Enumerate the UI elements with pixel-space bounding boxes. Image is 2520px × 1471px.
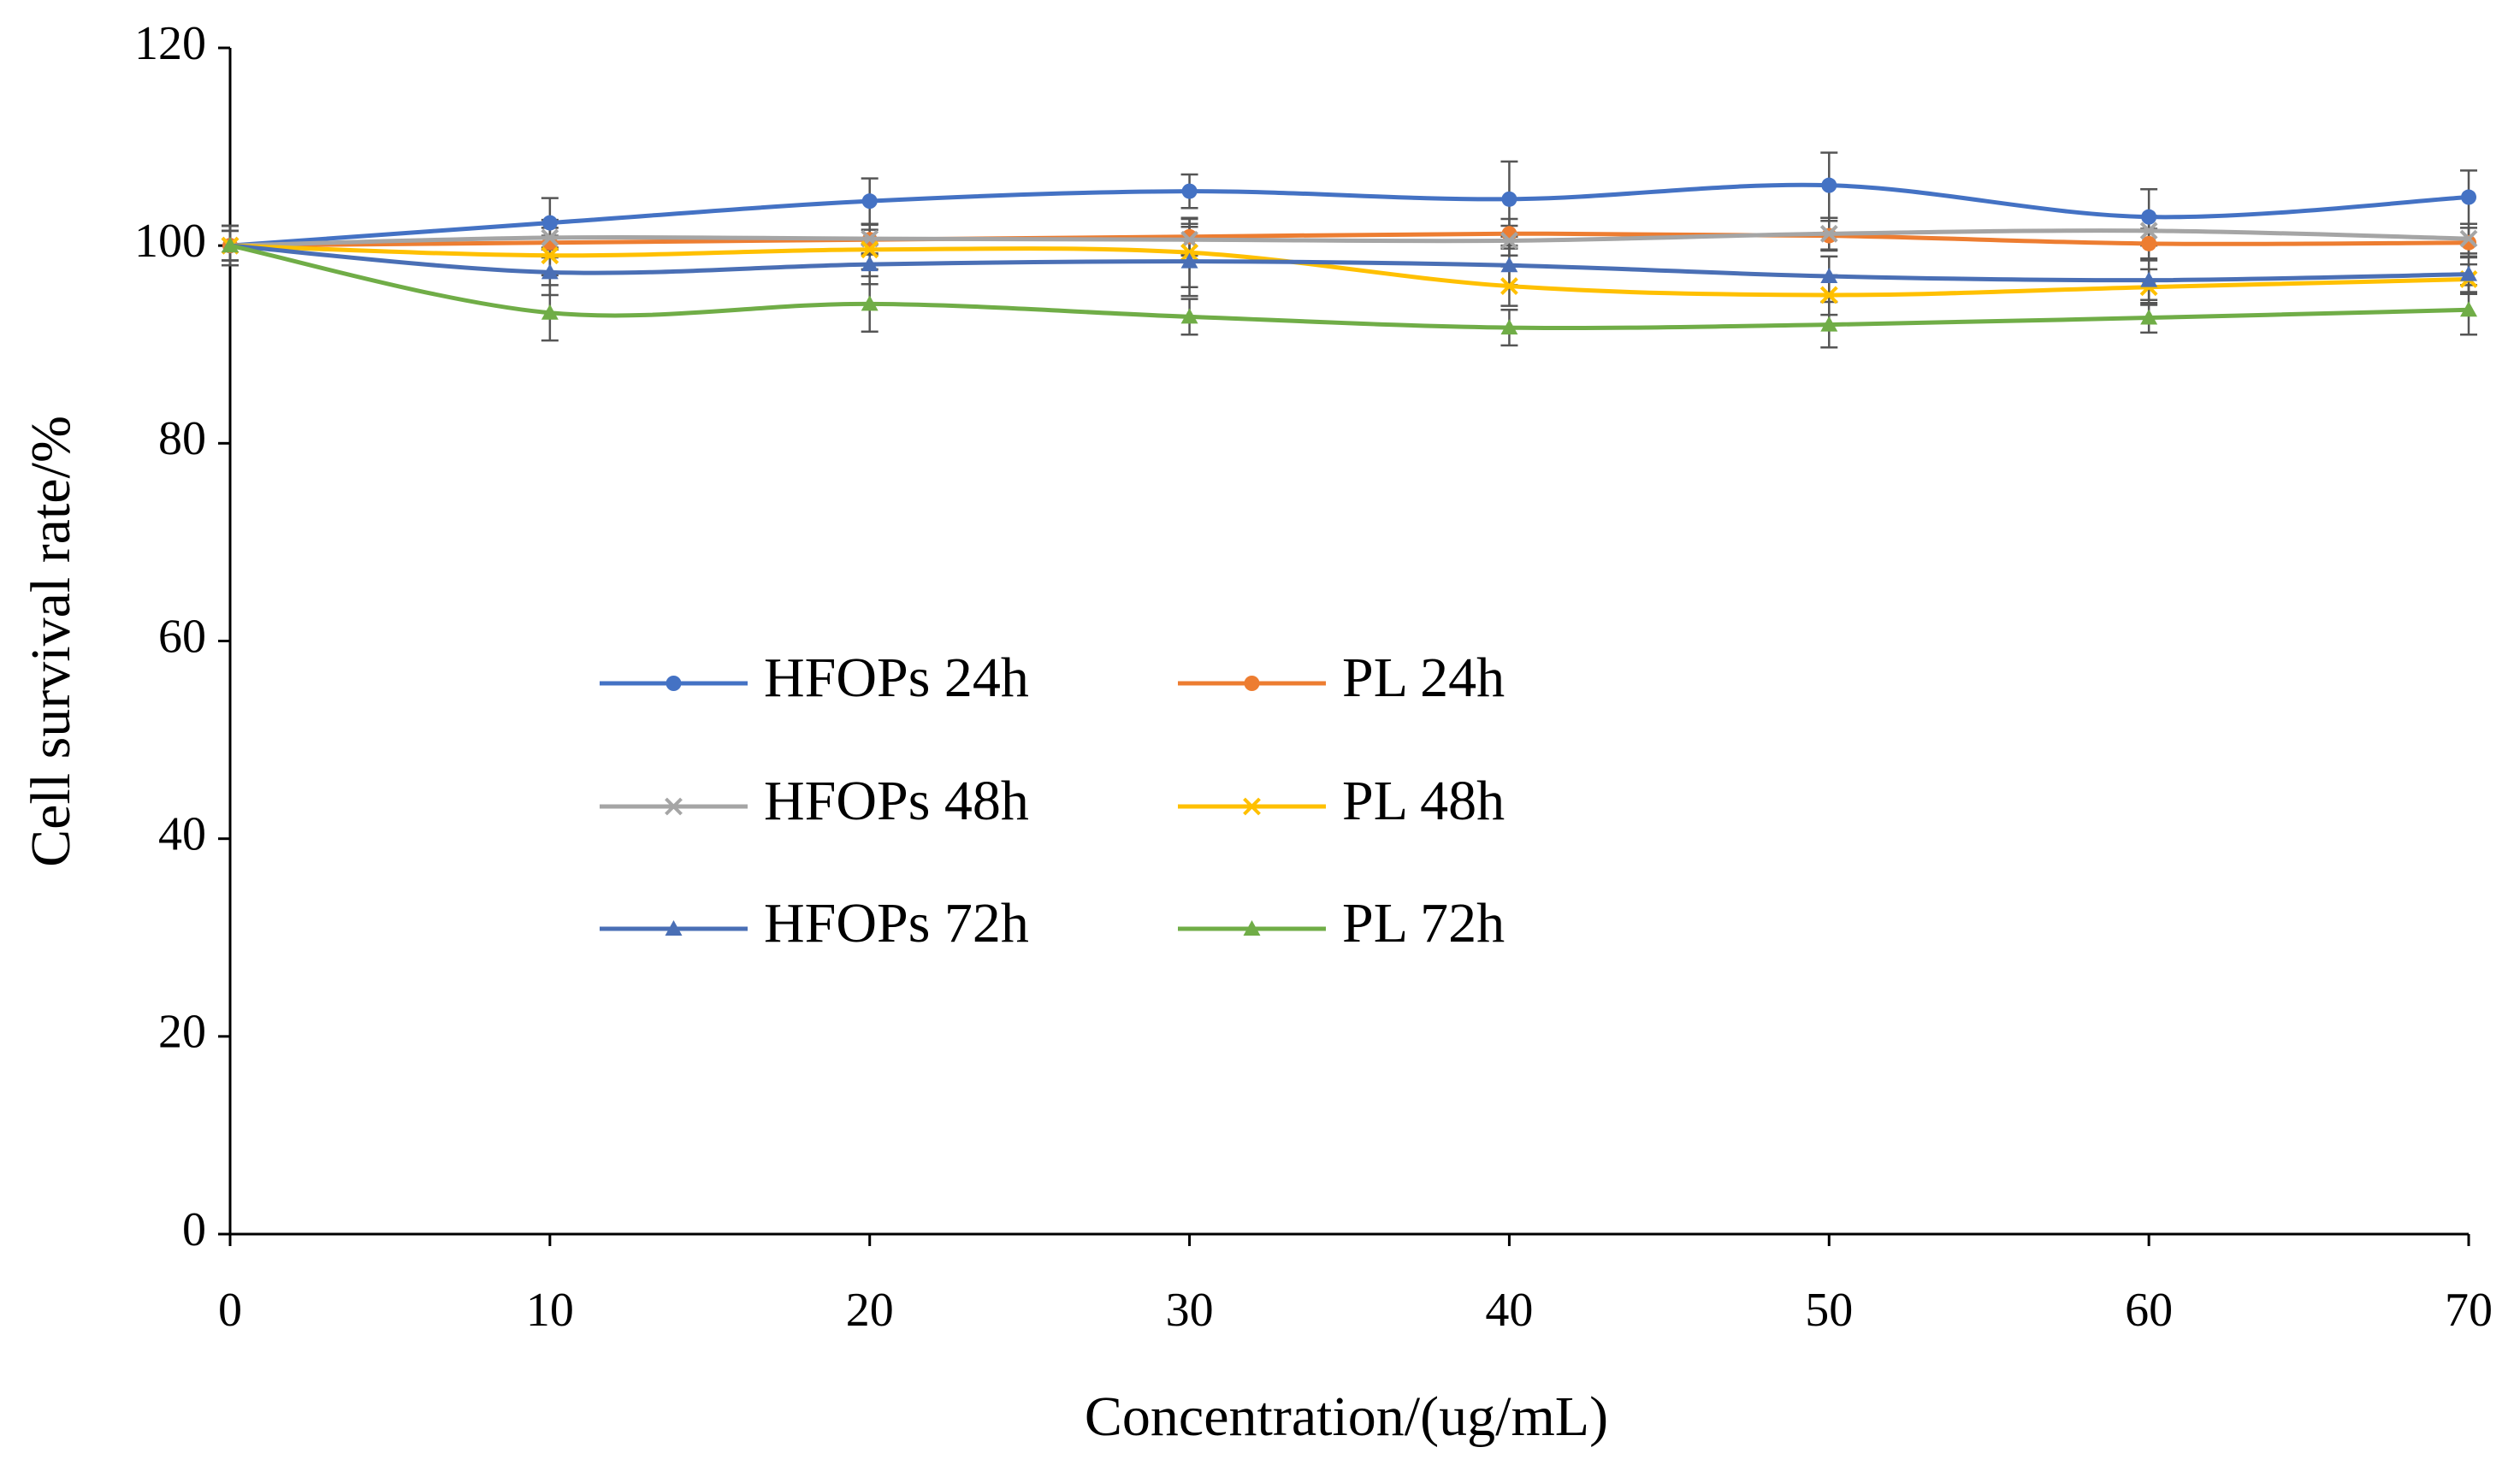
marker xyxy=(222,237,239,253)
legend-marker xyxy=(665,920,683,936)
marker xyxy=(2140,309,2158,325)
marker xyxy=(1819,286,1838,304)
marker xyxy=(2139,222,2158,240)
series-line xyxy=(229,228,2470,248)
marker xyxy=(2459,229,2478,248)
legend-marker xyxy=(665,676,682,691)
series-line xyxy=(229,243,2470,331)
legend-label: PL 72h xyxy=(1342,892,1505,954)
marker xyxy=(861,193,878,210)
marker xyxy=(2460,301,2477,317)
x-tick-label: 10 xyxy=(526,1284,574,1337)
y-tick-label: 40 xyxy=(158,808,206,861)
series-line xyxy=(229,182,2470,248)
y-tick-label: 60 xyxy=(158,610,206,663)
y-tick-label: 20 xyxy=(158,1006,206,1059)
x-tick-label: 40 xyxy=(1485,1284,1533,1337)
series-line xyxy=(229,243,2470,298)
marker xyxy=(861,256,878,272)
marker xyxy=(861,240,879,259)
x-tick-label: 60 xyxy=(2125,1284,2173,1337)
marker xyxy=(1180,243,1198,262)
marker xyxy=(1500,257,1518,273)
marker xyxy=(541,304,559,320)
marker xyxy=(2141,209,2157,225)
marker xyxy=(1820,316,1838,332)
marker xyxy=(1500,277,1518,295)
marker xyxy=(541,215,558,231)
marker xyxy=(541,246,559,265)
y-tick-label: 0 xyxy=(182,1203,206,1256)
x-tick-label: 20 xyxy=(846,1284,894,1337)
legend-label: HFOPs 72h xyxy=(764,892,1029,954)
marker xyxy=(1180,230,1198,249)
x-axis-title: Concentration/(ug/mL) xyxy=(1085,1385,1608,1448)
legend-label: PL 48h xyxy=(1342,770,1505,832)
marker xyxy=(1819,224,1838,243)
y-tick-label: 100 xyxy=(134,215,206,268)
marker xyxy=(1500,319,1518,335)
marker xyxy=(1820,267,1838,283)
x-tick-label: 0 xyxy=(218,1284,242,1337)
legend-label: HFOPs 48h xyxy=(764,770,1029,832)
marker xyxy=(2460,265,2477,281)
x-tick-label: 30 xyxy=(1166,1284,1214,1337)
legend-marker xyxy=(1243,920,1261,936)
legend-label: PL 24h xyxy=(1342,647,1505,709)
legend-marker xyxy=(1243,797,1261,816)
y-tick-label: 80 xyxy=(158,412,206,465)
legend-marker xyxy=(665,797,683,816)
legend-marker xyxy=(1244,676,1260,691)
y-axis-title: Cell survival rate/% xyxy=(20,416,82,867)
marker xyxy=(1181,228,1198,245)
marker xyxy=(541,263,559,280)
y-tick-label: 120 xyxy=(134,17,206,70)
marker xyxy=(1180,308,1198,324)
marker xyxy=(2141,235,2157,251)
marker xyxy=(1500,231,1518,250)
marker xyxy=(1821,177,1837,193)
series-line xyxy=(229,231,2470,248)
x-tick-label: 70 xyxy=(2445,1284,2493,1337)
legend-label: HFOPs 24h xyxy=(764,647,1029,709)
marker xyxy=(2461,189,2476,205)
series-line xyxy=(229,243,2470,283)
marker xyxy=(1501,191,1517,207)
marker xyxy=(1181,183,1198,199)
marker xyxy=(1180,252,1198,269)
marker xyxy=(541,228,559,247)
marker xyxy=(2140,271,2158,287)
x-tick-label: 50 xyxy=(1805,1284,1853,1337)
marker xyxy=(861,295,878,311)
